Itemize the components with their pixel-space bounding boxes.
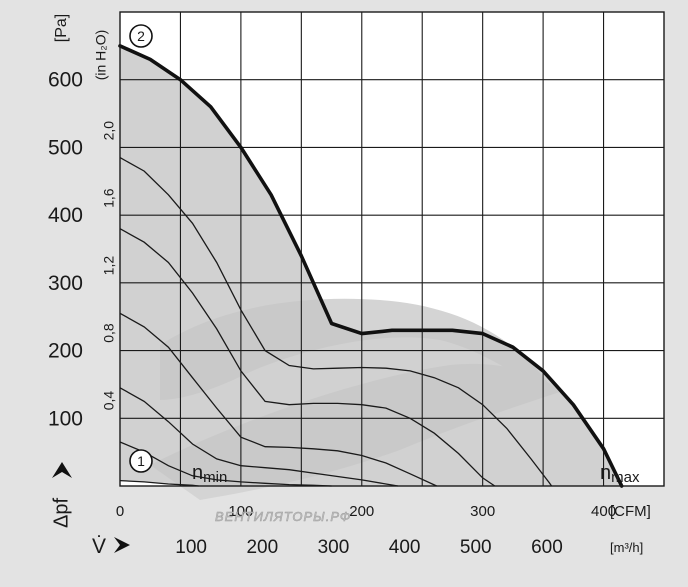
speed-curve [119,441,332,487]
svg-text:1: 1 [137,453,145,469]
y-tick-inh2o: 0,4 [101,391,117,411]
y-tick-pa: 200 [48,340,83,363]
nmin-label: nmin [192,462,227,486]
y-tick-inh2o: 1,2 [101,256,117,276]
speed-curve [119,312,437,487]
x-tick-cfm: 200 [349,503,374,520]
y-unit-pa: [Pa] [53,14,70,42]
y-tick-pa: 300 [48,272,83,295]
y-tick-inh2o: 1,6 [101,188,117,208]
x-tick-m3h: 200 [246,537,278,558]
x-tick-cfm: 400 [591,503,616,520]
y-tick-pa: 600 [48,69,83,92]
tick-labels: 100 200 300 400 500 600 0,4 0,8 1,2 1,6 2,0 0 100 200… [48,69,616,558]
x-tick-m3h: 300 [318,537,350,558]
speed-curve [119,157,553,487]
speed-curve [119,228,496,487]
x-unit-m3h: [m³/h] [610,540,643,555]
x-arrow-icon [114,537,130,553]
y-tick-inh2o: 2,0 [101,121,117,141]
x-tick-m3h: 100 [175,537,207,558]
x-tick-cfm: 0 [116,503,124,520]
x-axis-label: V̇ [92,535,106,558]
y-tick-pa: 400 [48,204,83,227]
svg-text:2: 2 [137,28,145,44]
x-unit-cfm: [CFM] [610,503,651,520]
curve-family [119,157,553,487]
marker-1: 1 [129,449,153,473]
plot-border [119,11,665,487]
x-tick-m3h: 500 [460,537,492,558]
y-tick-inh2o: 0,8 [101,323,117,343]
nmax-curve [118,44,624,488]
grid [120,12,664,486]
y-unit-inh2o: (in H₂O) [93,30,109,81]
y-axis-label: Δpf [50,498,72,528]
max-curve [118,44,624,488]
speed-curve [119,387,399,487]
x-tick-cfm: 300 [470,503,495,520]
x-tick-cfm: 100 [228,503,253,520]
marker-2: 2 [129,24,153,48]
nmax-label: nmax [600,462,640,486]
y-tick-pa: 100 [48,407,83,430]
watermark: ВЕНТИЛЯТОРЫ.РФ [215,509,351,524]
y-arrow-icon [52,462,72,478]
y-tick-pa: 500 [48,136,83,159]
x-tick-m3h: 600 [531,537,563,558]
x-tick-m3h: 400 [389,537,421,558]
